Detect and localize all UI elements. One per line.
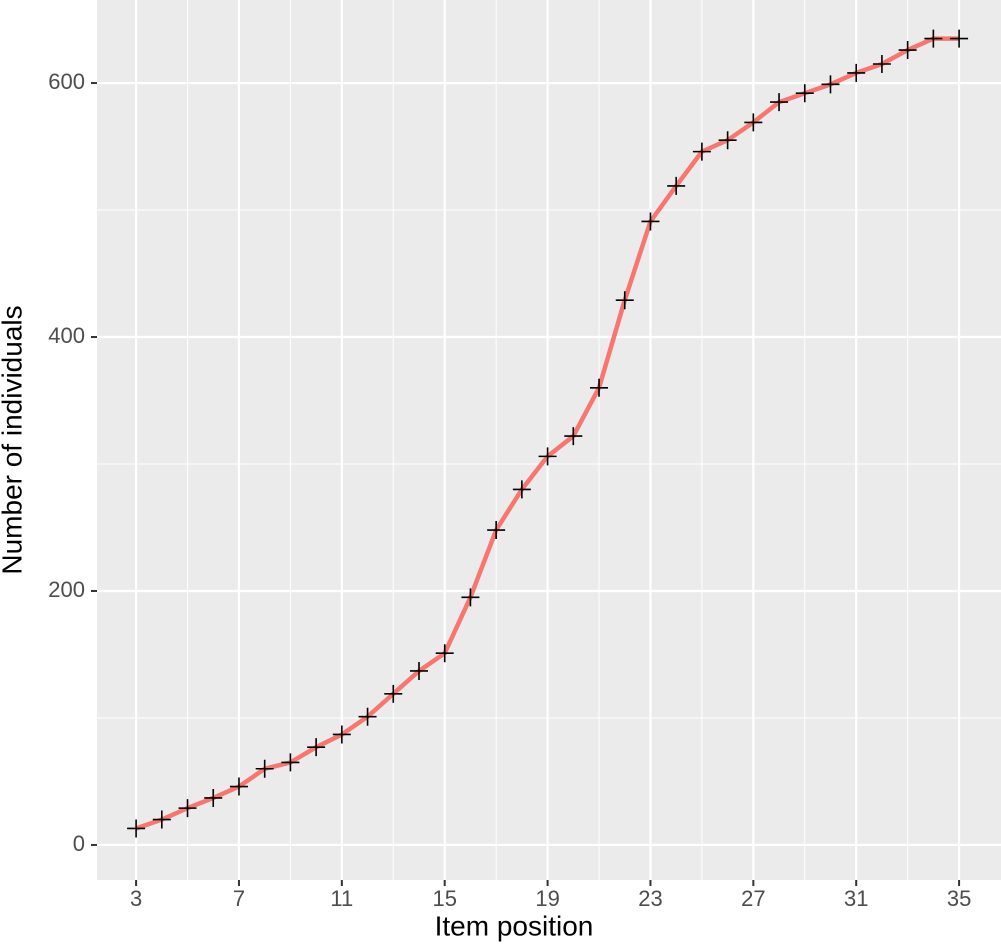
point-marker [204, 788, 223, 807]
point-marker [590, 378, 609, 397]
point-marker [641, 212, 660, 231]
point-marker [924, 29, 943, 48]
y-tick-label: 0 [73, 831, 85, 856]
x-tick-label: 19 [535, 886, 559, 911]
x-tick-label: 3 [130, 886, 142, 911]
x-tick-label: 7 [233, 886, 245, 911]
point-marker [332, 725, 351, 744]
point-marker [307, 738, 326, 757]
point-marker [127, 819, 146, 838]
point-marker [847, 63, 866, 82]
x-axis-title: Item position [435, 910, 594, 941]
plot-background [97, 0, 1001, 880]
point-marker [487, 521, 506, 540]
point-marker [255, 759, 274, 778]
x-tick-label: 27 [741, 886, 765, 911]
x-tick-label: 35 [947, 886, 971, 911]
y-tick-label: 200 [48, 577, 85, 602]
point-marker [461, 588, 480, 607]
point-marker [435, 644, 454, 663]
point-marker [281, 753, 300, 772]
point-marker [615, 291, 634, 310]
x-tick-label: 31 [844, 886, 868, 911]
point-marker [667, 176, 686, 195]
point-marker [512, 480, 531, 499]
point-marker [178, 799, 197, 818]
y-axis-title: Number of individuals [0, 305, 27, 574]
x-tick-label: 23 [638, 886, 662, 911]
point-marker [358, 707, 377, 726]
point-marker [821, 75, 840, 94]
point-marker [229, 777, 248, 796]
x-tick-label: 11 [330, 886, 353, 911]
point-marker [409, 661, 428, 680]
point-marker [744, 113, 763, 132]
point-marker [898, 41, 917, 60]
point-marker [718, 131, 737, 150]
point-marker [770, 93, 789, 112]
x-tick-label: 15 [432, 886, 456, 911]
point-marker [692, 142, 711, 161]
point-marker [795, 84, 814, 103]
point-marker [152, 810, 171, 829]
point-marker [872, 55, 891, 73]
point-marker [384, 684, 403, 703]
point-marker [950, 29, 969, 48]
y-tick-label: 600 [48, 69, 85, 94]
y-tick-label: 400 [48, 323, 85, 348]
point-marker [538, 447, 557, 466]
point-marker [564, 427, 583, 446]
